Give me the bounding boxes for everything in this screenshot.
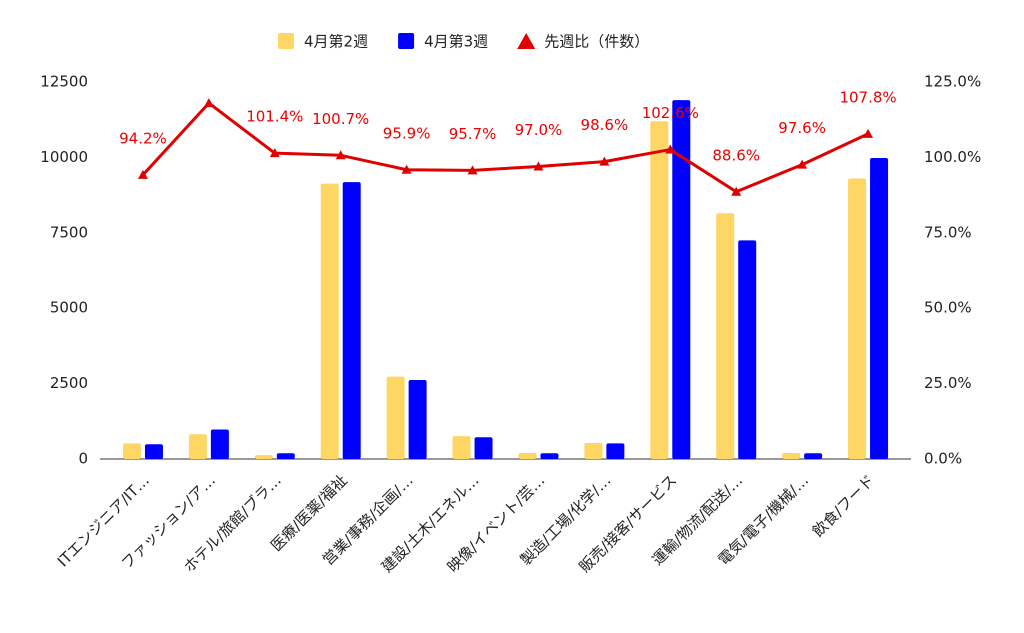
y2-tick-label: 75.0% bbox=[924, 223, 972, 241]
legend-label: 4月第3週 bbox=[424, 33, 488, 51]
y-tick-label: 12500 bbox=[40, 73, 88, 91]
value-label: 107.8% bbox=[839, 88, 896, 106]
line-marker bbox=[665, 144, 676, 154]
bar bbox=[408, 379, 427, 459]
legend-label: 4月第2週 bbox=[304, 33, 368, 51]
legend-label: 先週比（件数） bbox=[544, 33, 649, 51]
y-tick-label: 0 bbox=[78, 450, 88, 468]
bar bbox=[518, 452, 537, 459]
legend-swatch bbox=[398, 33, 415, 49]
y-tick-label: 10000 bbox=[40, 148, 88, 166]
y2-tick-label: 125.0% bbox=[924, 73, 981, 91]
bar bbox=[188, 434, 207, 459]
line-marker bbox=[797, 159, 808, 169]
line-marker bbox=[401, 164, 412, 174]
y2-tick-label: 0.0% bbox=[924, 450, 962, 468]
line-marker bbox=[467, 165, 478, 175]
value-label: 94.2% bbox=[119, 129, 167, 147]
value-label: 97.0% bbox=[515, 121, 563, 139]
legend-swatch bbox=[517, 33, 536, 49]
value-label: 95.7% bbox=[449, 125, 497, 143]
bar bbox=[650, 121, 669, 459]
bar bbox=[144, 444, 163, 459]
line-marker bbox=[599, 156, 610, 166]
line bbox=[141, 101, 869, 194]
line-marker bbox=[731, 186, 742, 196]
value-label: 100.7% bbox=[312, 110, 369, 128]
line-marker bbox=[269, 148, 280, 158]
x-tick-label: 飲食/フード bbox=[809, 471, 878, 540]
bar bbox=[474, 437, 493, 459]
legend-swatch bbox=[278, 33, 294, 49]
bar bbox=[540, 453, 559, 459]
value-label: 95.9% bbox=[383, 124, 431, 142]
bar bbox=[738, 240, 757, 459]
bar bbox=[254, 455, 273, 459]
y2-tick-label: 50.0% bbox=[924, 299, 972, 317]
line-marker bbox=[203, 98, 214, 108]
value-label: 101.4% bbox=[246, 108, 303, 126]
bar bbox=[870, 158, 889, 459]
bar bbox=[672, 100, 691, 459]
line-marker bbox=[137, 169, 148, 179]
line-marker bbox=[335, 150, 346, 160]
value-label: 102.6% bbox=[642, 104, 699, 122]
bar bbox=[804, 453, 823, 459]
bar bbox=[386, 376, 405, 459]
bar bbox=[584, 443, 603, 459]
bar bbox=[606, 443, 625, 459]
bar bbox=[342, 182, 361, 459]
y-tick-label: 2500 bbox=[50, 374, 88, 392]
bar bbox=[276, 453, 295, 459]
y2-tick-label: 25.0% bbox=[924, 374, 972, 392]
bar bbox=[320, 183, 339, 459]
y-tick-label: 5000 bbox=[50, 299, 88, 317]
bar bbox=[210, 429, 229, 459]
line-marker bbox=[533, 161, 544, 171]
bar bbox=[452, 436, 471, 459]
bar bbox=[848, 178, 867, 459]
value-label: 98.6% bbox=[581, 116, 629, 134]
y-tick-label: 7500 bbox=[50, 223, 88, 241]
bar bbox=[122, 443, 141, 459]
value-label: 97.6% bbox=[778, 119, 826, 137]
line-marker bbox=[863, 128, 874, 138]
value-label: 88.6% bbox=[712, 146, 760, 164]
y2-tick-label: 100.0% bbox=[924, 148, 981, 166]
bar bbox=[716, 213, 735, 459]
bar bbox=[782, 452, 801, 459]
